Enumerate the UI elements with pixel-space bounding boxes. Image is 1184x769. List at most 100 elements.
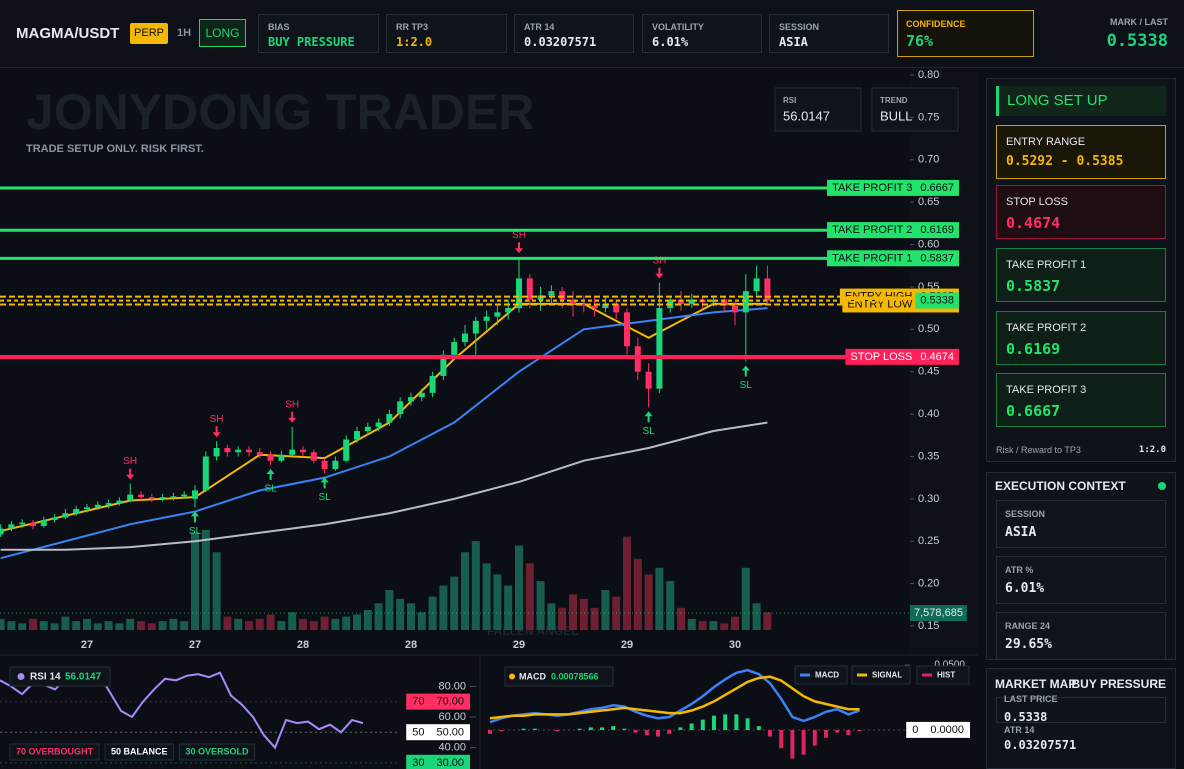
y-tick-label: 60.00 bbox=[438, 711, 466, 723]
y-tick-label: 0.30 bbox=[918, 493, 939, 505]
card-value: 0.6667 bbox=[1006, 402, 1061, 420]
label-box bbox=[915, 292, 959, 309]
volume-bar bbox=[61, 616, 70, 630]
panel-title: MACD bbox=[519, 671, 546, 681]
candle-body bbox=[732, 305, 738, 313]
candle-body bbox=[397, 401, 404, 415]
y-tick-label: 40.00 bbox=[438, 741, 466, 753]
legend-dot bbox=[509, 673, 515, 680]
candle-body bbox=[332, 460, 339, 470]
volume-bar bbox=[525, 563, 534, 630]
label-box bbox=[910, 605, 967, 622]
stat: CONFIDENCE 76% bbox=[897, 10, 1034, 57]
y-tick-label: 0.60 bbox=[918, 238, 939, 250]
level-label: TAKE PROFIT 1 0.5837 bbox=[832, 252, 954, 264]
candle-body bbox=[0, 528, 4, 535]
moving-average bbox=[0, 421, 768, 551]
volume-bar bbox=[191, 532, 199, 630]
volume-bar bbox=[666, 581, 675, 630]
map-status: BUY PRESSURE bbox=[1071, 677, 1166, 691]
y-tick-label: 0.80 bbox=[918, 69, 939, 81]
volume-bar bbox=[731, 616, 739, 630]
candle-body bbox=[192, 490, 198, 499]
volume-bar bbox=[93, 623, 102, 630]
candle-body bbox=[343, 439, 350, 461]
histogram-bar bbox=[521, 728, 526, 730]
setup-card: STOP LOSS 0.4674 bbox=[996, 185, 1166, 239]
y-tick-label: 0.20 bbox=[918, 578, 939, 590]
volume-bar bbox=[255, 618, 264, 630]
candle-body bbox=[19, 522, 26, 525]
label-box bbox=[906, 721, 970, 738]
header: MAGMA/USDT PERP 1H LONG BIAS BUY PRESSURE… bbox=[0, 0, 1184, 68]
pivot-label: SH bbox=[285, 399, 299, 410]
item-value: 29.65% bbox=[1005, 637, 1052, 652]
candle-body bbox=[213, 447, 220, 457]
pivot-label: SL bbox=[189, 526, 202, 537]
item-label: SESSION bbox=[1005, 509, 1046, 519]
stat: ATR 14 0.03207571 bbox=[514, 14, 634, 53]
volume-bar bbox=[320, 616, 329, 630]
legend-chip bbox=[851, 665, 911, 685]
volume-bar bbox=[504, 585, 513, 630]
histogram-bar bbox=[588, 727, 593, 730]
candle-body bbox=[8, 524, 15, 529]
volume-bar bbox=[342, 616, 351, 630]
candle-body bbox=[624, 312, 630, 347]
y-tick-label: 0.0500 bbox=[934, 660, 965, 671]
volume-bar bbox=[158, 621, 167, 630]
rr-label: Risk / Reward to TP3 bbox=[996, 445, 1081, 455]
histogram-bar bbox=[532, 728, 537, 730]
legend-label: SIGNAL bbox=[872, 671, 902, 680]
candle-body bbox=[375, 422, 382, 427]
legend-chip bbox=[504, 666, 614, 687]
candle-body bbox=[526, 278, 533, 300]
label-box bbox=[827, 250, 959, 267]
stat-label: VOLATILITY bbox=[652, 22, 704, 32]
context-title: EXECUTION CONTEXT bbox=[995, 479, 1126, 493]
histogram-bar bbox=[790, 730, 795, 759]
stat: VOLATILITY 6.01% bbox=[642, 14, 762, 53]
candle-body bbox=[418, 392, 425, 398]
volume-bar bbox=[482, 563, 491, 630]
volume-bar bbox=[126, 618, 135, 630]
x-tick-label: 27 bbox=[81, 639, 93, 651]
candle-body bbox=[51, 517, 58, 521]
volume-bar bbox=[137, 621, 145, 630]
candle-body bbox=[764, 278, 771, 301]
card-value: 0.5837 bbox=[1006, 277, 1061, 295]
candle-body bbox=[267, 454, 274, 461]
zero-label: 0 0.0000 bbox=[912, 724, 964, 736]
candle-body bbox=[548, 291, 555, 296]
histogram-bar bbox=[499, 730, 504, 732]
histogram-bar bbox=[577, 728, 582, 730]
volume-bar bbox=[39, 621, 48, 630]
candle-body bbox=[84, 507, 90, 510]
setup-card: TAKE PROFIT 1 0.5837 bbox=[996, 248, 1166, 302]
volume-bar bbox=[741, 567, 750, 630]
legend-chip-label: 50 BALANCE bbox=[111, 746, 168, 756]
volume-bar bbox=[212, 552, 221, 630]
volume-bar bbox=[299, 618, 307, 630]
volume-bar bbox=[471, 541, 480, 630]
label-box bbox=[827, 179, 959, 196]
item-value: ASIA bbox=[1005, 525, 1037, 540]
candle-body bbox=[116, 500, 123, 504]
pivot-label: SL bbox=[740, 380, 753, 391]
histogram-bar bbox=[801, 730, 806, 755]
volume-bar bbox=[720, 623, 729, 630]
volume-marker-label: 7,578,685 bbox=[914, 607, 963, 619]
candle-body bbox=[170, 496, 177, 498]
candle-body bbox=[580, 303, 587, 306]
volume-bar bbox=[72, 621, 81, 630]
stat-value: 76% bbox=[906, 32, 934, 50]
histogram-bar bbox=[824, 730, 828, 738]
histogram-bar bbox=[723, 714, 728, 730]
candle-body bbox=[645, 371, 652, 389]
x-tick-label: 28 bbox=[405, 639, 417, 651]
moving-average bbox=[0, 302, 768, 533]
label-box bbox=[406, 754, 470, 769]
volume-bar bbox=[633, 558, 642, 630]
histogram-bar bbox=[678, 727, 683, 730]
